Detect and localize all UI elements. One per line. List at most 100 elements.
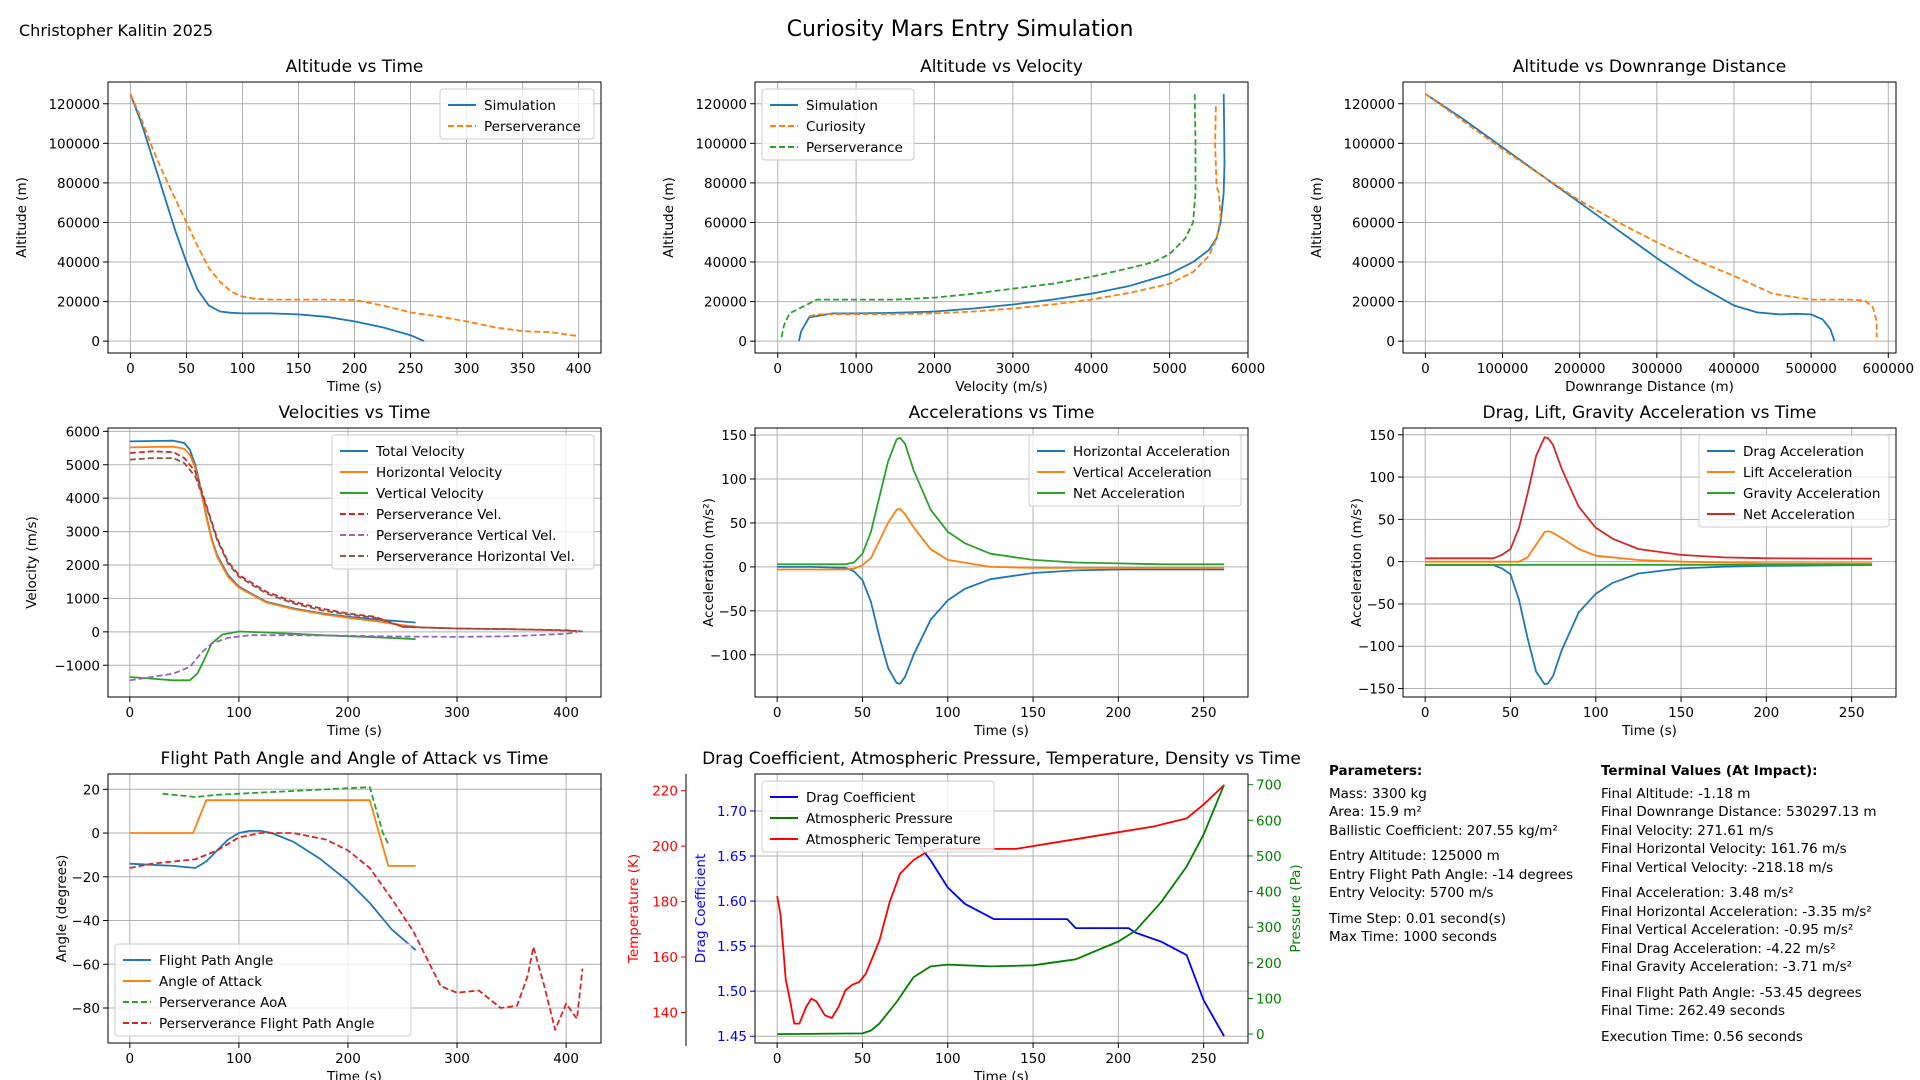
terminal-values-panel: Terminal Values (At Impact): Final Altit… — [1601, 762, 1877, 1046]
y-tick-label: 0 — [91, 625, 100, 641]
x-tick-label: 50 — [1502, 705, 1519, 721]
x-tick-label: 200 — [335, 1051, 361, 1067]
legend-box — [439, 88, 595, 140]
term-final-velocity: Final Velocity: 271.61 m/s — [1601, 822, 1774, 839]
x-tick-label: 0 — [126, 1051, 135, 1067]
series-line-simulation — [129, 93, 425, 342]
y-tick-label: 40000 — [704, 255, 747, 271]
legend-label-curiosity: Curiosity — [806, 119, 866, 135]
x-tick-label: 2000 — [917, 361, 951, 377]
term-final-vertical-velocity: Final Vertical Velocity: -218.18 m/s — [1601, 859, 1834, 876]
y-axis-label: Altitude (m) — [661, 177, 677, 258]
series-line-atmospheric-pressure — [777, 784, 1225, 1035]
series-line-curiosity — [808, 103, 1222, 318]
param-time-step: Time Step: 0.01 second(s) — [1329, 910, 1506, 927]
chart-title: Drag, Lift, Gravity Acceleration vs Time — [1483, 403, 1817, 423]
x-tick-label: 5000 — [1152, 361, 1186, 377]
y-tick-label: 50 — [730, 516, 747, 532]
x-tick-label: 300 — [444, 1051, 470, 1067]
x-tick-label: 0 — [1421, 705, 1430, 721]
series-line-horizontal-velocity — [129, 445, 416, 628]
x-tick-label: 400 — [553, 1051, 579, 1067]
cd-tick-label: 1.55 — [717, 939, 747, 955]
legend-label-lift-acceleration: Lift Acceleration — [1743, 465, 1852, 481]
y-axis-label: Altitude (m) — [1309, 177, 1325, 258]
x-axis-label: Time (s) — [326, 379, 382, 395]
x-tick-label: 3000 — [996, 361, 1030, 377]
y-tick-label: 20 — [83, 782, 100, 798]
legend-box — [761, 780, 995, 853]
x-tick-label: 150 — [1020, 1051, 1046, 1067]
param-entry-velocity: Entry Velocity: 5700 m/s — [1329, 885, 1494, 901]
legend-label-net-acceleration: Net Acceleration — [1743, 507, 1855, 523]
y-tick-label: 120000 — [1343, 97, 1395, 113]
x-tick-label: 100 — [226, 705, 252, 721]
plot-frame — [1402, 81, 1897, 354]
terminal-heading: Terminal Values (At Impact): — [1601, 763, 1818, 779]
y-tick-label: 60000 — [57, 215, 100, 231]
legend-label-angle-of-attack: Angle of Attack — [159, 974, 262, 990]
y-tick-label: −50 — [719, 604, 748, 620]
legend-label-simulation: Simulation — [806, 98, 878, 114]
legend-box — [114, 943, 412, 1037]
x-tick-label: 1000 — [839, 361, 873, 377]
pressure-tick-label: 0 — [1256, 1027, 1265, 1043]
x-tick-label: 400 — [566, 361, 592, 377]
x-axis-label: Time (s) — [326, 1069, 382, 1080]
x-tick-label: 4000 — [1074, 361, 1108, 377]
x-tick-label: 200 — [342, 361, 368, 377]
y-tick-label: 60000 — [1352, 215, 1395, 231]
y-axis-label: Acceleration (m/s²) — [1349, 498, 1365, 627]
y-axis-label: Velocity (m/s) — [24, 516, 40, 609]
y-tick-label: 100 — [1369, 470, 1395, 486]
chart-title: Velocities vs Time — [279, 403, 431, 423]
pressure-tick-label: 400 — [1256, 885, 1282, 901]
x-tick-label: 6000 — [1231, 361, 1265, 377]
pressure-tick-label: 100 — [1256, 991, 1282, 1007]
legend-label-drag-acceleration: Drag Acceleration — [1743, 444, 1864, 460]
y-tick-label: 80000 — [1352, 176, 1395, 192]
y-tick-label: −40 — [72, 914, 101, 930]
y-tick-label: 3000 — [66, 525, 100, 541]
legend-label-atmospheric-temperature: Atmospheric Temperature — [806, 832, 981, 848]
y-tick-label: 1000 — [66, 591, 100, 607]
y-tick-label: 20000 — [1352, 295, 1395, 311]
y-tick-label: −100 — [1358, 639, 1395, 655]
temperature-tick-label: 160 — [652, 950, 678, 966]
legend-label-atmospheric-pressure: Atmospheric Pressure — [806, 811, 953, 827]
plot-frame — [107, 427, 602, 698]
plot-frame — [754, 427, 1249, 698]
y-tick-label: 150 — [1369, 428, 1395, 444]
x-tick-label: 200 — [1105, 1051, 1131, 1067]
x-tick-label: 150 — [1668, 705, 1694, 721]
legend-label-simulation: Simulation — [484, 98, 556, 114]
param-mass: Mass: 3300 kg — [1329, 785, 1427, 802]
legend-label-perserverance-horizontal-vel: Perserverance Horizontal Vel. — [376, 549, 575, 565]
x-axis-label: Downrange Distance (m) — [1565, 379, 1734, 395]
x-axis-label: Time (s) — [973, 723, 1029, 739]
x-axis-label: Time (s) — [326, 723, 382, 739]
y-tick-label: 0 — [738, 560, 747, 576]
y-tick-label: 0 — [1386, 334, 1395, 350]
term-final-gravity-acceleration: Final Gravity Acceleration: -3.71 m/s² — [1601, 959, 1853, 975]
x-tick-label: 250 — [1191, 705, 1217, 721]
chart-title: Altitude vs Downrange Distance — [1513, 57, 1787, 77]
legend-label-perserverance-aoa: Perserverance AoA — [159, 995, 287, 1011]
plot-frame — [107, 773, 602, 1044]
x-tick-label: 250 — [1839, 705, 1865, 721]
legend-label-perserverance-vertical-vel: Perserverance Vertical Vel. — [376, 528, 556, 544]
term-execution-time: Execution Time: 0.56 seconds — [1601, 1028, 1803, 1045]
x-tick-label: 250 — [1191, 1051, 1217, 1067]
x-tick-label: 0 — [1421, 361, 1430, 377]
y-tick-label: −20 — [72, 870, 101, 886]
param-entry-altitude: Entry Altitude: 125000 m — [1329, 848, 1500, 864]
chart-title: Altitude vs Time — [286, 57, 424, 77]
series-line-vertical-velocity — [129, 630, 416, 682]
series-line-lift-acceleration — [1425, 530, 1873, 565]
author-credit: Christopher Kalitin 2025 — [19, 21, 214, 40]
plot-frame — [754, 81, 1249, 354]
series-line-perserverance — [780, 93, 1197, 338]
x-tick-label: 50 — [854, 1051, 871, 1067]
term-final-horizontal-velocity: Final Horizontal Velocity: 161.76 m/s — [1601, 841, 1847, 857]
